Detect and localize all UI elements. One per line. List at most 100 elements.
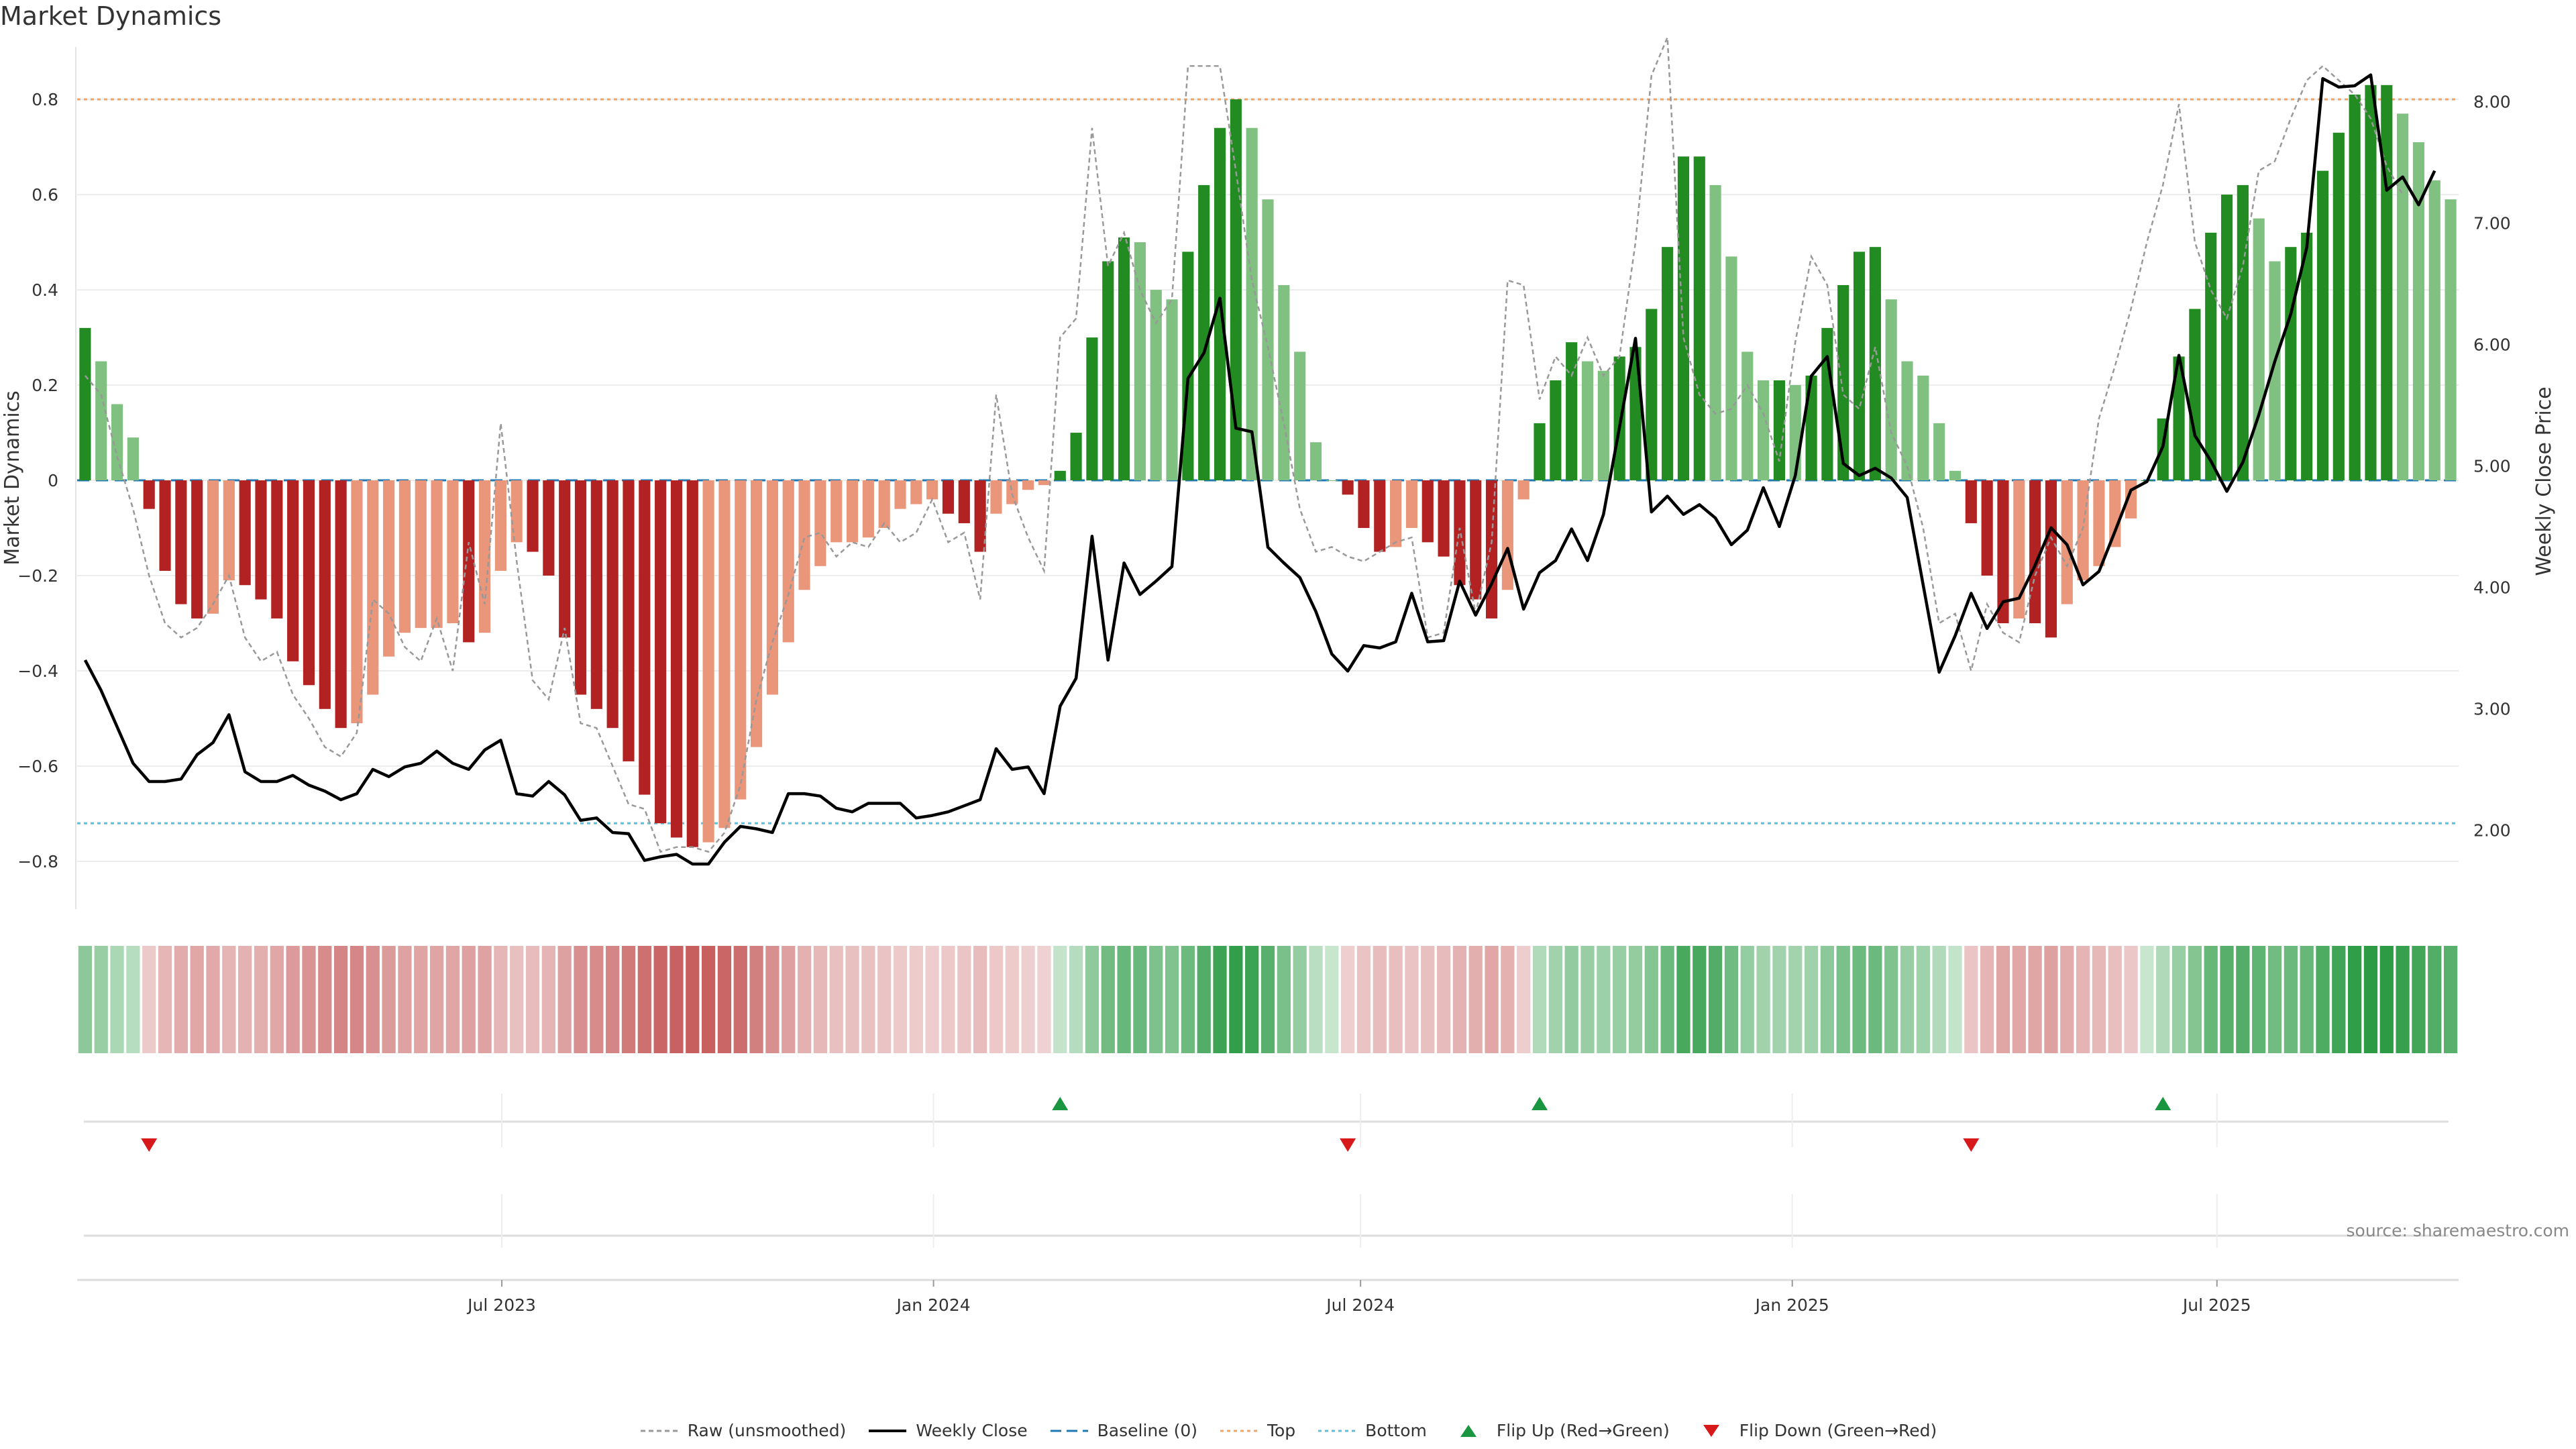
heat-cell	[1309, 946, 1323, 1053]
heat-cell	[1053, 946, 1067, 1053]
y2-tick-label: 7.00	[2473, 213, 2511, 233]
momentum-bar	[2301, 232, 2313, 481]
momentum-bar	[1550, 380, 1562, 481]
heat-cell	[318, 946, 332, 1053]
momentum-bar	[2365, 85, 2377, 481]
heat-cell	[1341, 946, 1355, 1053]
momentum-bar	[1294, 352, 1306, 481]
momentum-bar	[751, 480, 763, 747]
momentum-bar	[463, 480, 475, 643]
heat-cell	[1293, 946, 1307, 1053]
x-tick-label: Jul 2024	[1325, 1295, 1395, 1315]
momentum-bar	[670, 480, 683, 838]
heat-cell	[1517, 946, 1531, 1053]
momentum-bar	[2205, 232, 2217, 481]
momentum-bar	[606, 480, 619, 729]
heat-cell	[1548, 946, 1562, 1053]
heat-cell	[1900, 946, 1915, 1053]
y2-tick-label: 3.00	[2473, 699, 2511, 718]
momentum-bar	[1885, 299, 1897, 481]
momentum-bar	[2093, 480, 2105, 566]
momentum-bar	[175, 480, 187, 604]
heat-cell	[270, 946, 284, 1053]
heat-cell	[126, 946, 140, 1053]
momentum-bar	[1997, 480, 2009, 624]
heat-cell	[414, 946, 428, 1053]
momentum-bar	[2013, 480, 2025, 619]
legend-item-flip-down: Flip Down (Green→Red)	[1691, 1421, 1937, 1440]
heat-cell	[525, 946, 540, 1053]
heat-cell	[1165, 946, 1179, 1053]
legend-swatch	[1460, 1424, 1477, 1437]
y-axis-label: Market Dynamics	[1, 390, 24, 566]
momentum-bar	[2045, 480, 2057, 638]
momentum-bar	[1949, 470, 1962, 481]
y2-tick-label: 2.00	[2473, 820, 2511, 840]
heat-cell	[462, 946, 476, 1053]
y-tick-label: 0	[48, 471, 58, 490]
legend-item-top: Top	[1219, 1421, 1295, 1440]
momentum-bar	[1709, 184, 1721, 481]
heat-cell	[110, 946, 124, 1053]
y2-tick-label: 5.00	[2473, 456, 2511, 476]
heat-cell	[1389, 946, 1403, 1053]
heat-cell	[286, 946, 300, 1053]
heat-cell	[2267, 946, 2282, 1053]
heat-cell	[973, 946, 987, 1053]
x-tick-label: Jan 2025	[1754, 1295, 1829, 1315]
momentum-bar	[2316, 170, 2329, 481]
heat-cell	[1532, 946, 1547, 1053]
momentum-bar	[910, 480, 922, 504]
heat-cell	[861, 946, 875, 1053]
momentum-bar	[1230, 99, 1242, 481]
momentum-bar	[1134, 242, 1146, 481]
heat-cell	[2252, 946, 2266, 1053]
heat-cell	[590, 946, 604, 1053]
heat-cell	[1133, 946, 1147, 1053]
heat-cell	[733, 946, 747, 1053]
legend-label: Weekly Close	[916, 1421, 1028, 1440]
momentum-bar	[255, 480, 267, 600]
heat-cell	[701, 946, 716, 1053]
momentum-bar	[351, 480, 363, 724]
momentum-bar	[639, 480, 651, 795]
heat-cell	[653, 946, 667, 1053]
heat-cell	[2284, 946, 2298, 1053]
weekly-close-line	[83, 73, 2436, 866]
heat-cell	[1788, 946, 1803, 1053]
momentum-bar	[494, 480, 506, 571]
momentum-bar	[1613, 356, 1625, 481]
momentum-bar	[1837, 284, 1849, 481]
momentum-bar	[1038, 480, 1051, 486]
y2-tick-label: 4.00	[2473, 578, 2511, 597]
heat-cell	[1101, 946, 1115, 1053]
momentum-bar	[1485, 480, 1498, 619]
momentum-bar	[511, 480, 523, 543]
heat-cell	[813, 946, 828, 1053]
heat-cell	[478, 946, 492, 1053]
momentum-bar	[1965, 480, 1977, 523]
heat-cell	[206, 946, 220, 1053]
momentum-bar	[655, 480, 667, 824]
heat-cell	[941, 946, 955, 1053]
legend-swatch	[1050, 1430, 1088, 1432]
flip-down-marker	[1963, 1138, 1980, 1152]
momentum-bar	[1741, 352, 1754, 481]
momentum-bar	[287, 480, 299, 661]
y-tick-label: 0.8	[32, 90, 58, 109]
momentum-bar	[1901, 361, 1913, 481]
heat-cell	[1613, 946, 1627, 1053]
momentum-bar	[383, 480, 395, 657]
heat-cell	[1356, 946, 1371, 1053]
raw-line	[84, 37, 2404, 853]
momentum-bar	[2412, 142, 2425, 481]
momentum-bar	[1693, 156, 1705, 481]
momentum-bar	[1390, 480, 1402, 547]
heat-cell	[1325, 946, 1339, 1053]
heat-cell	[1964, 946, 1978, 1053]
momentum-bar	[239, 480, 251, 586]
momentum-bar	[1166, 299, 1178, 481]
heat-cell	[1373, 946, 1387, 1053]
momentum-bar	[543, 480, 555, 576]
